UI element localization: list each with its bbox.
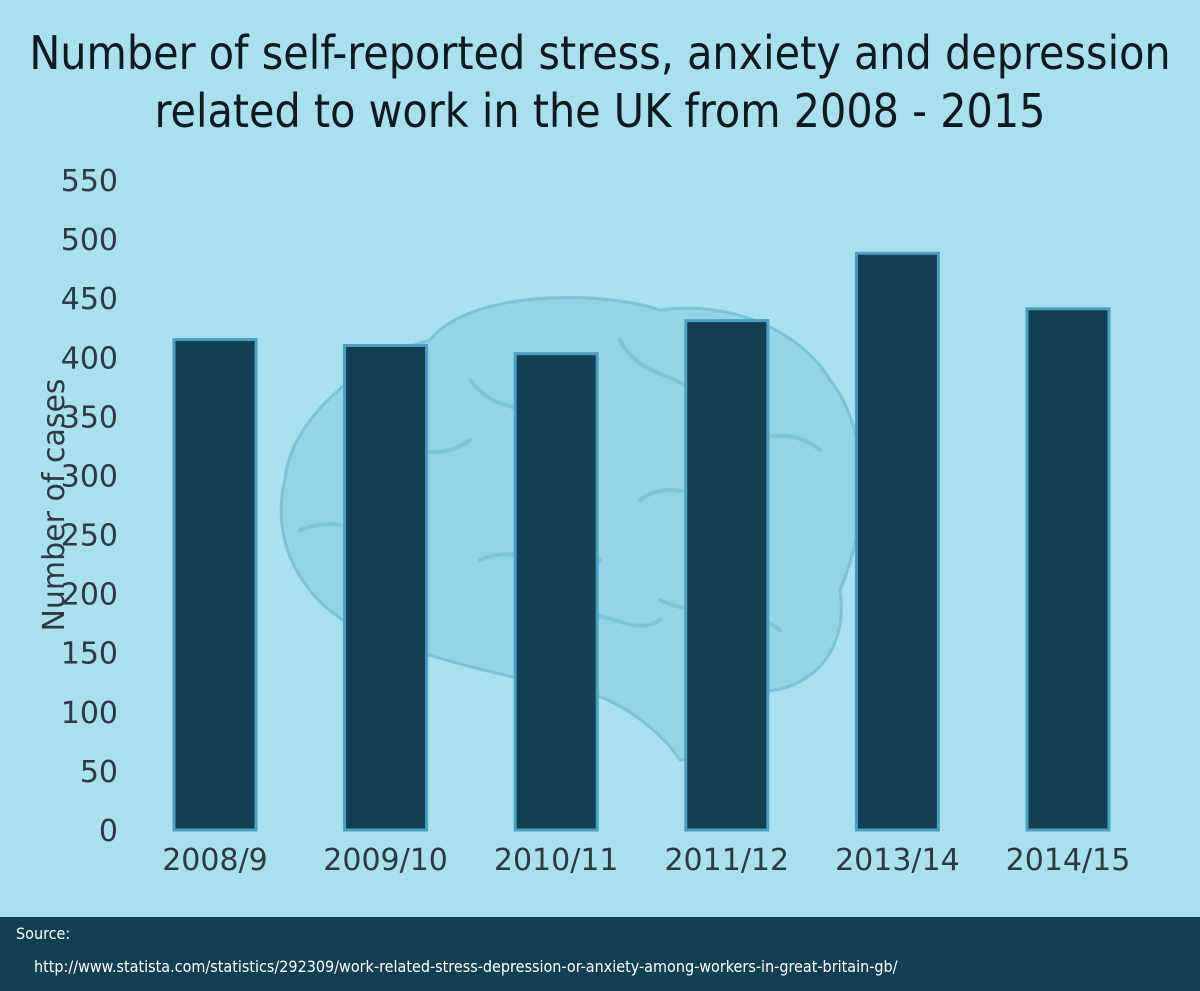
y-tick-label: 50 (80, 755, 118, 790)
y-tick-label: 500 (61, 223, 118, 258)
y-tick-label: 450 (61, 282, 118, 317)
chart-title-line-2: related to work in the UK from 2008 - 20… (154, 84, 1046, 138)
x-tick-label: 2009/10 (323, 843, 448, 878)
x-tick-label: 2010/11 (494, 843, 619, 878)
bar-2013-14 (854, 251, 940, 832)
bar-2011-12 (684, 319, 770, 832)
bar-2010-11 (513, 352, 599, 832)
x-axis: 2008/9 2009/10 2010/11 2011/12 2013/14 2014/1… (162, 843, 1130, 878)
x-tick-label: 2011/12 (664, 843, 789, 878)
y-tick-label: 150 (61, 637, 118, 672)
source-url: http://www.statista.com/statistics/29230… (34, 957, 898, 976)
bar-2008-9 (172, 338, 258, 832)
y-tick-label: 250 (61, 519, 118, 554)
y-axis-label: Number of cases (37, 378, 72, 631)
y-axis: 0 50 100 150 200 250 300 350 400 450 500 550 (61, 164, 118, 849)
bar-chart: 0 50 100 150 200 250 300 350 400 450 500 550 2008/9… (37, 164, 1130, 878)
x-tick-label: 2008/9 (162, 843, 268, 878)
bar-2014-15 (1025, 307, 1111, 832)
y-tick-label: 100 (61, 696, 118, 731)
x-tick-label: 2013/14 (835, 843, 960, 878)
x-tick-label: 2014/15 (1006, 843, 1131, 878)
chart-title: Number of self-reported stress, anxiety … (0, 24, 1200, 140)
y-tick-label: 200 (61, 578, 118, 613)
y-tick-label: 300 (61, 459, 118, 494)
bars (172, 251, 1111, 832)
chart-title-line-1: Number of self-reported stress, anxiety … (29, 26, 1171, 80)
y-tick-label: 550 (61, 164, 118, 199)
y-tick-label: 0 (99, 814, 118, 849)
y-tick-label: 350 (61, 400, 118, 435)
source-label: Source: (16, 924, 71, 943)
source-footer: Source: http://www.statista.com/statisti… (0, 917, 1200, 991)
y-tick-label: 400 (61, 341, 118, 376)
bar-2009-10 (343, 343, 429, 832)
